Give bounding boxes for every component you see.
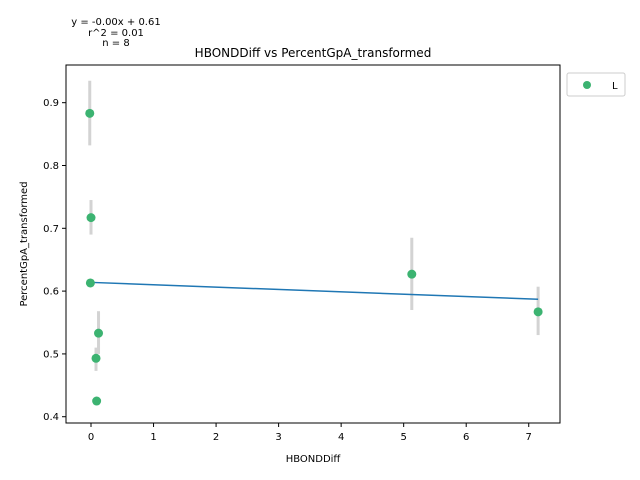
data-point [94, 328, 104, 338]
legend-box [566, 72, 626, 97]
data-point [85, 108, 95, 118]
data-point [86, 213, 96, 223]
x-tick-label: 0 [88, 432, 94, 443]
y-tick-label: 0.7 [43, 224, 59, 235]
y-tick-label: 0.9 [43, 98, 59, 109]
data-point [85, 278, 95, 288]
x-tick-label: 6 [463, 432, 469, 443]
x-tick-label: 1 [150, 432, 156, 443]
y-tick-label: 0.6 [43, 287, 59, 298]
data-point [92, 396, 102, 406]
error-bars [88, 80, 540, 371]
y-axis-ticks: 0.4 0.5 0.6 0.7 0.8 0.9 [43, 98, 66, 423]
x-tick-label: 4 [338, 432, 344, 443]
y-tick-label: 0.8 [43, 161, 59, 172]
data-point [533, 307, 543, 317]
legend-marker [583, 81, 591, 89]
annotation-equation: y = -0.00x + 0.61 [71, 17, 160, 28]
x-tick-label: 7 [526, 432, 532, 443]
x-tick-label: 2 [213, 432, 219, 443]
annotation-r-squared: r^2 = 0.01 [88, 28, 144, 39]
plot-area-frame [65, 64, 561, 424]
x-axis-ticks: 0 1 2 3 4 5 6 7 [88, 423, 532, 443]
legend-label: L [612, 81, 618, 92]
y-axis-label: PercentGpA_transformed [19, 181, 30, 306]
data-point [407, 269, 417, 279]
fit-line [89, 281, 539, 301]
data-point [91, 353, 101, 363]
legend: L [566, 72, 626, 97]
annotation-n: n = 8 [102, 38, 129, 49]
chart-title: HBONDDiff vs PercentGpA_transformed [195, 46, 432, 60]
x-axis-label: HBONDDiff [286, 454, 342, 465]
y-tick-label: 0.4 [43, 412, 59, 423]
regression-annotation: y = -0.00x + 0.61 r^2 = 0.01 n = 8 [71, 17, 160, 49]
x-tick-label: 3 [275, 432, 281, 443]
x-tick-label: 5 [400, 432, 406, 443]
fit-line-group [89, 281, 539, 301]
y-tick-label: 0.5 [43, 349, 59, 360]
data-points [85, 108, 543, 406]
